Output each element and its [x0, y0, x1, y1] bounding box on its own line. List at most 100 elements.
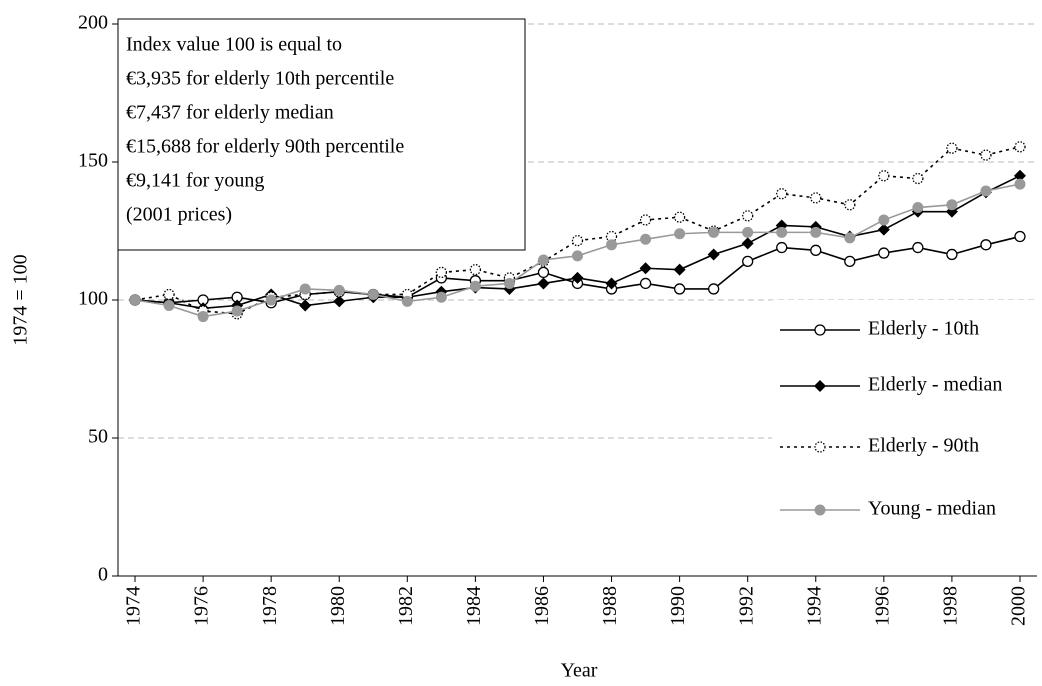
x-tick-label: 1984 — [463, 586, 485, 626]
marker — [980, 239, 992, 251]
marker — [673, 263, 686, 276]
marker — [231, 305, 243, 317]
y-axis-label: 1974 = 100 — [10, 254, 32, 345]
marker — [1014, 230, 1026, 243]
marker — [571, 235, 584, 247]
marker — [469, 263, 482, 276]
marker — [844, 199, 856, 211]
legend-entry: Elderly - 10th — [780, 318, 979, 340]
x-tick-label: 1996 — [871, 586, 893, 626]
marker — [878, 214, 890, 226]
marker — [1014, 141, 1026, 153]
legend-label: Young - median — [868, 498, 996, 520]
legend-background — [772, 300, 1037, 540]
marker — [844, 232, 856, 244]
marker — [673, 283, 686, 295]
x-tick-label: 1992 — [735, 586, 757, 626]
marker — [435, 266, 448, 279]
marker — [776, 226, 788, 238]
series — [129, 178, 1026, 323]
marker — [742, 255, 754, 268]
marker — [912, 202, 924, 214]
y-tick-label: 100 — [78, 288, 108, 310]
marker — [163, 300, 175, 312]
marker — [639, 277, 652, 290]
annotation-line: Index value 100 is equal to — [126, 34, 342, 56]
annotation-box — [117, 18, 526, 251]
x-tick-label: 2000 — [1008, 586, 1030, 626]
marker — [708, 226, 720, 238]
marker — [435, 291, 447, 303]
y-tick-label: 150 — [78, 150, 108, 172]
marker — [742, 210, 754, 222]
legend-entry: Elderly - median — [780, 374, 1002, 396]
marker — [946, 142, 958, 154]
x-tick-label: 1976 — [191, 586, 213, 626]
marker — [810, 226, 822, 238]
marker — [537, 254, 549, 266]
marker — [265, 294, 277, 306]
annotation-line: €15,688 for elderly 90th percentile — [126, 136, 404, 158]
marker — [814, 504, 826, 516]
marker — [605, 230, 618, 243]
marker — [814, 380, 826, 392]
marker — [946, 199, 958, 211]
marker — [1013, 169, 1026, 182]
marker — [707, 283, 720, 295]
marker — [197, 311, 209, 323]
annotation-line: (2001 prices) — [126, 204, 232, 226]
marker — [129, 294, 141, 306]
x-tick-label: 1990 — [667, 586, 689, 626]
marker — [878, 247, 890, 259]
marker — [163, 288, 175, 301]
y-tick-label: 50 — [88, 426, 108, 448]
marker — [980, 185, 992, 197]
marker — [946, 248, 958, 261]
y-tick-label: 0 — [98, 564, 108, 586]
x-tick-label: 1978 — [259, 586, 281, 626]
x-tick-label: 1988 — [599, 586, 621, 626]
marker — [605, 277, 618, 290]
marker — [503, 277, 515, 289]
marker — [814, 324, 826, 336]
legend-label: Elderly - median — [868, 374, 1002, 396]
marker — [639, 262, 652, 275]
x-tick-label: 1982 — [395, 586, 417, 626]
marker — [333, 284, 345, 296]
marker — [814, 441, 826, 453]
marker — [571, 271, 584, 284]
marker — [673, 211, 686, 223]
x-tick-label: 1986 — [531, 586, 553, 626]
marker — [1014, 178, 1026, 190]
annotation-line: €7,437 for elderly median — [126, 102, 334, 124]
marker — [878, 170, 890, 182]
marker — [912, 241, 924, 254]
x-tick-label: 1974 — [123, 586, 145, 626]
marker — [333, 295, 346, 308]
marker — [572, 250, 583, 262]
marker — [980, 149, 992, 161]
marker — [469, 280, 481, 292]
legend-entry: Elderly - 90th — [780, 435, 979, 457]
x-tick-label: 1994 — [803, 586, 825, 626]
marker — [639, 214, 652, 226]
y-tick-label: 200 — [78, 12, 108, 34]
annotation-line: €3,935 for elderly 10th percentile — [126, 68, 394, 90]
marker — [640, 233, 652, 245]
marker — [367, 288, 379, 300]
legend-label: Elderly - 90th — [868, 435, 979, 457]
marker — [707, 248, 720, 261]
marker — [776, 241, 788, 254]
x-axis-label: Year — [561, 660, 598, 682]
marker — [537, 277, 550, 290]
marker — [674, 228, 686, 240]
x-tick-label: 1980 — [327, 586, 349, 626]
marker — [742, 226, 754, 238]
marker — [776, 188, 788, 200]
marker — [810, 244, 822, 256]
x-tick-label: 1998 — [940, 586, 962, 626]
annotation: Index value 100 is equal to €3,935 for el… — [117, 18, 526, 251]
annotation-line: €9,141 for young — [126, 170, 264, 192]
marker — [606, 239, 618, 251]
